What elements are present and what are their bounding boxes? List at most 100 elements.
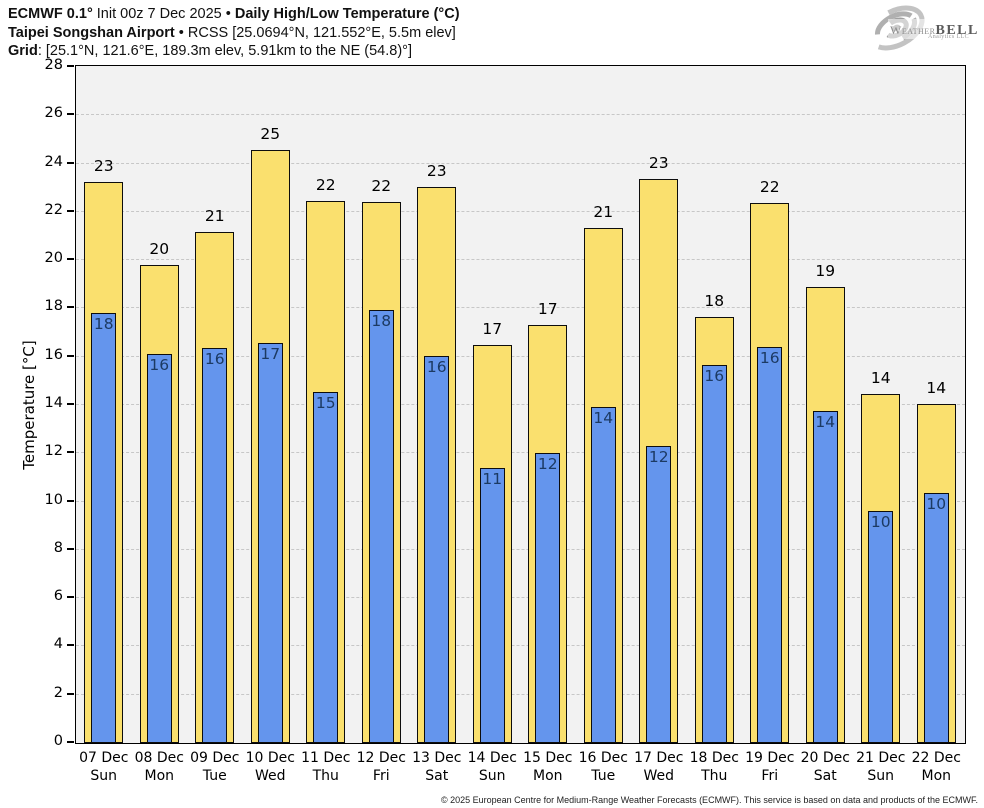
gridline	[76, 645, 965, 647]
x-axis-tick-label: 10 Dec Wed	[245, 750, 295, 784]
x-axis-tick-label: 21 Dec Sun	[856, 750, 906, 784]
x-axis-tick-label: 15 Dec Mon	[523, 750, 573, 784]
low-value-label: 18	[371, 311, 392, 330]
low-value-label: 15	[315, 393, 336, 412]
high-value-label: 20	[149, 239, 170, 258]
high-value-label: 23	[93, 156, 114, 175]
y-axis-tick	[67, 451, 74, 454]
header-line-1: ECMWF 0.1° Init 00z 7 Dec 2025 • Daily H…	[8, 5, 460, 24]
header-line-2: Taipei Songshan Airport • RCSS [25.0694°…	[8, 24, 460, 43]
model-name: ECMWF 0.1°	[8, 6, 93, 22]
y-axis-tick-label: 4	[53, 636, 63, 653]
low-bar	[257, 343, 283, 743]
init-time: Init 00z 7 Dec 2025 •	[92, 6, 235, 22]
y-axis-tick	[67, 499, 74, 502]
logo-weather-text: Weather	[890, 23, 936, 37]
x-axis-tick-label: 14 Dec Sun	[467, 750, 517, 784]
low-bar	[646, 446, 672, 743]
y-axis-tick-label: 20	[44, 250, 63, 267]
low-value-label: 14	[815, 413, 836, 432]
low-value-label: 18	[93, 315, 114, 334]
chart-header: ECMWF 0.1° Init 00z 7 Dec 2025 • Daily H…	[8, 5, 460, 61]
low-bar	[146, 354, 172, 743]
gridline	[76, 452, 965, 454]
gridline	[76, 548, 965, 550]
gridline	[76, 693, 965, 695]
y-axis-tick	[67, 258, 74, 261]
weatherbell-logo: WeatherBELL Analytics LLC	[862, 2, 981, 54]
low-value-label: 17	[260, 345, 281, 364]
gridline	[76, 210, 965, 212]
y-axis-tick	[67, 209, 74, 212]
x-axis-tick-label: 12 Dec Fri	[356, 750, 406, 784]
y-axis-tick-label: 0	[53, 733, 63, 749]
low-bar	[313, 391, 339, 743]
grid-coords: : [25.1°N, 121.6°E, 189.3m elev, 5.91km …	[37, 43, 412, 59]
low-value-label: 12	[537, 455, 558, 474]
low-value-label: 10	[870, 513, 891, 532]
x-axis-tick-label: 17 Dec Wed	[634, 750, 684, 784]
y-axis-tick-label: 22	[44, 201, 63, 218]
low-bar	[91, 313, 117, 743]
high-value-label: 22	[759, 178, 780, 197]
low-bar	[868, 511, 894, 743]
y-axis-tick	[67, 547, 74, 550]
low-bar	[424, 355, 450, 743]
low-bar	[701, 365, 727, 743]
y-axis-tick	[67, 596, 74, 599]
logo-bell-text: BELL	[935, 23, 979, 38]
low-bar	[923, 493, 949, 743]
high-value-label: 18	[704, 291, 725, 310]
logo-wordmark: WeatherBELL	[888, 19, 981, 39]
high-value-label: 22	[371, 177, 392, 196]
gridline	[76, 404, 965, 405]
y-axis-tick-label: 2	[53, 684, 63, 701]
station-name: Taipei Songshan Airport	[8, 24, 175, 41]
low-value-label: 16	[426, 357, 447, 376]
gridline	[76, 307, 965, 309]
high-value-label: 21	[593, 202, 614, 221]
high-value-label: 21	[204, 207, 225, 226]
y-axis-tick	[67, 692, 74, 695]
low-bar	[590, 407, 616, 743]
high-value-label: 17	[537, 300, 558, 319]
x-axis-tick-label: 11 Dec Thu	[301, 750, 351, 784]
y-axis-tick	[67, 113, 74, 116]
gridline	[76, 259, 965, 261]
y-axis-tick-label: 10	[44, 491, 63, 508]
x-axis-tick-label: 20 Dec Sat	[800, 750, 850, 784]
high-value-label: 14	[870, 369, 891, 388]
low-bar	[479, 467, 505, 743]
y-axis-tick	[67, 306, 74, 309]
y-axis-tick	[67, 354, 74, 357]
x-axis-tick-label: 22 Dec Mon	[911, 750, 961, 784]
low-value-label: 16	[204, 350, 225, 369]
copyright-notice: © 2025 European Centre for Medium-Range …	[440, 795, 978, 805]
header-line-3: Grid: [25.1°N, 121.6°E, 189.3m elev, 5.9…	[8, 42, 460, 61]
x-axis-tick-label: 07 Dec Sun	[79, 750, 129, 784]
low-bar	[202, 348, 228, 743]
x-axis-tick-label: 16 Dec Tue	[578, 750, 628, 784]
high-value-label: 19	[815, 261, 836, 280]
gridline	[76, 114, 965, 116]
high-value-label: 22	[315, 175, 336, 194]
low-value-label: 14	[593, 409, 614, 428]
y-axis-tick-label: 26	[44, 105, 63, 122]
gridline	[76, 162, 965, 164]
y-axis-tick-label: 6	[53, 588, 63, 605]
y-axis-tick	[67, 644, 74, 647]
y-axis-tick-label: 18	[44, 298, 63, 315]
low-value-label: 16	[704, 367, 725, 386]
logo-subtitle: Analytics LLC	[928, 34, 970, 40]
y-axis-tick-label: 16	[44, 346, 63, 363]
low-value-label: 12	[648, 448, 669, 467]
y-axis-tick	[67, 65, 74, 67]
gridline	[76, 500, 965, 502]
low-bar	[368, 309, 394, 743]
station-coords: • RCSS [25.0694°N, 121.552°E, 5.5m elev]	[174, 24, 456, 41]
low-value-label: 10	[926, 495, 947, 514]
x-axis-tick-label: 09 Dec Tue	[190, 750, 240, 784]
high-value-label: 23	[426, 161, 447, 180]
x-axis-tick-label: 13 Dec Sat	[412, 750, 462, 784]
high-value-label: 25	[260, 125, 281, 144]
